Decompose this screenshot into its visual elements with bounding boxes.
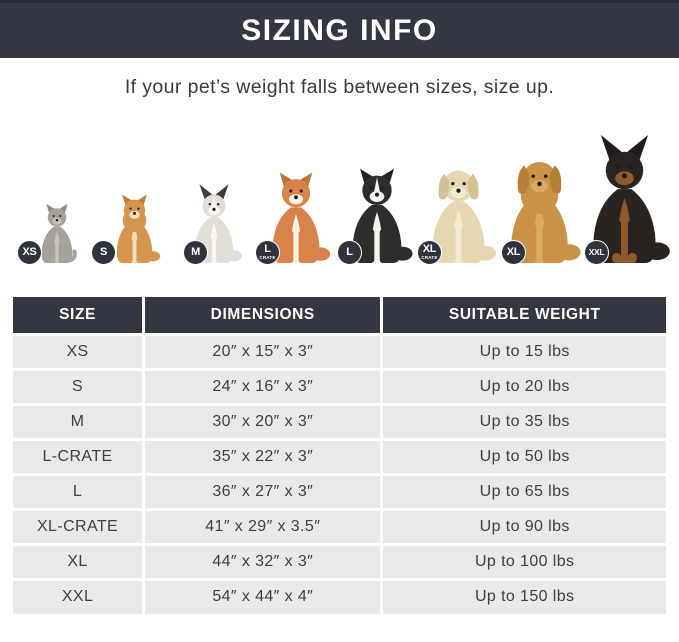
- weight-cell: Up to 15 lbs: [380, 332, 666, 371]
- french-bulldog-image: [194, 184, 242, 263]
- size-cell: XL: [13, 542, 146, 581]
- size-cell: S: [13, 367, 146, 406]
- table-row: XL-CRATE 41″ x 29″ x 3.5″ Up to 90 lbs: [13, 507, 666, 546]
- sizing-table-header: SIZE DIMENSIONS SUITABLE WEIGHT: [13, 297, 666, 336]
- sizing-table: SIZE DIMENSIONS SUITABLE WEIGHT XS 20″ x …: [13, 297, 666, 614]
- column-header-dimensions: DIMENSIONS: [142, 297, 384, 336]
- weight-cell: Up to 20 lbs: [380, 367, 666, 406]
- size-badge-border-collie: L: [337, 240, 362, 265]
- pomeranian-image: [116, 194, 160, 263]
- size-cell: L: [13, 472, 146, 511]
- pet-french-bulldog: [181, 183, 247, 263]
- weight-cell: Up to 50 lbs: [380, 437, 666, 476]
- badge-label: XL: [422, 243, 437, 256]
- labrador-image: [432, 170, 496, 263]
- dimensions-cell: 35″ x 22″ x 3″: [142, 437, 384, 476]
- size-cell: L-CRATE: [13, 437, 146, 476]
- pet-cat: [31, 199, 83, 263]
- table-row: XL 44″ x 32″ x 3″ Up to 100 lbs: [13, 542, 666, 581]
- badge-label: XXL: [588, 247, 605, 258]
- size-cell: XL-CRATE: [13, 507, 146, 546]
- size-badge-french-bulldog: M: [183, 240, 208, 265]
- size-cell: XS: [13, 332, 146, 371]
- dimensions-cell: 20″ x 15″ x 3″: [142, 332, 384, 371]
- table-row: XS 20″ x 15″ x 3″ Up to 15 lbs: [13, 332, 666, 371]
- sizing-note: If your pet’s weight falls between sizes…: [124, 76, 555, 98]
- size-badge-doberman: XXL: [584, 240, 609, 265]
- dimensions-cell: 36″ x 27″ x 3″: [142, 472, 384, 511]
- pet-labrador: [414, 155, 503, 263]
- table-row: XXL 54″ x 44″ x 4″ Up to 150 lbs: [13, 577, 666, 614]
- table-row: M 30″ x 20″ x 3″ Up to 35 lbs: [13, 402, 666, 441]
- size-badge-shiba-inu: L CRATE: [255, 240, 280, 265]
- shiba-inu-image: [272, 172, 331, 263]
- dimensions-cell: 24″ x 16″ x 3″: [142, 367, 384, 406]
- size-cell: XXL: [13, 577, 146, 614]
- weight-cell: Up to 100 lbs: [380, 542, 666, 581]
- size-cell: M: [13, 402, 146, 441]
- badge-label: L: [346, 246, 353, 258]
- dimensions-cell: 54″ x 44″ x 4″: [142, 577, 384, 614]
- golden-retriever-image: [510, 161, 581, 263]
- dimensions-cell: 44″ x 32″ x 3″: [142, 542, 384, 581]
- table-row: S 24″ x 16″ x 3″ Up to 20 lbs: [13, 367, 666, 406]
- pet-shiba-inu: [256, 165, 336, 263]
- table-row: L-CRATE 35″ x 22″ x 3″ Up to 50 lbs: [13, 437, 666, 476]
- pet-pomeranian: [104, 189, 165, 263]
- badge-sublabel: CRATE: [421, 255, 438, 261]
- sizing-table-body: XS 20″ x 15″ x 3″ Up to 15 lbs S 24″ x 16″ x…: [13, 332, 666, 614]
- pet-golden-retriever: [491, 145, 588, 263]
- badge-label: S: [99, 246, 108, 258]
- badge-label: L: [264, 243, 271, 256]
- column-header-weight: SUITABLE WEIGHT: [380, 297, 666, 336]
- badge-label: XS: [22, 246, 37, 258]
- badge-sublabel: CRATE: [259, 255, 276, 261]
- pet-border-collie: [335, 161, 419, 263]
- table-header-row: SIZE DIMENSIONS SUITABLE WEIGHT: [13, 297, 666, 336]
- pet-doberman: [571, 133, 678, 263]
- badge-label: M: [191, 246, 200, 258]
- weight-cell: Up to 35 lbs: [380, 402, 666, 441]
- table-row: L 36″ x 27″ x 3″ Up to 65 lbs: [13, 472, 666, 511]
- weight-cell: Up to 150 lbs: [380, 577, 666, 614]
- size-badge-golden-retriever: XL: [501, 240, 526, 265]
- column-header-size: SIZE: [13, 297, 146, 336]
- badge-label: XL: [506, 246, 521, 258]
- dimensions-cell: 30″ x 20″ x 3″: [142, 402, 384, 441]
- weight-cell: Up to 90 lbs: [380, 507, 666, 546]
- size-badge-labrador: XL CRATE: [417, 240, 442, 265]
- dimensions-cell: 41″ x 29″ x 3.5″: [142, 507, 384, 546]
- page-title: SIZING INFO: [241, 13, 438, 47]
- weight-cell: Up to 65 lbs: [380, 472, 666, 511]
- cat-image: [41, 203, 77, 263]
- title-bar: SIZING INFO: [0, 0, 679, 58]
- pet-size-lineup: XS S M L CRATE L XL CRATE XL XXL: [0, 123, 679, 275]
- border-collie-image: [352, 168, 413, 263]
- size-badge-pomeranian: S: [91, 240, 116, 265]
- doberman-image: [592, 134, 670, 263]
- size-badge-cat: XS: [17, 240, 42, 265]
